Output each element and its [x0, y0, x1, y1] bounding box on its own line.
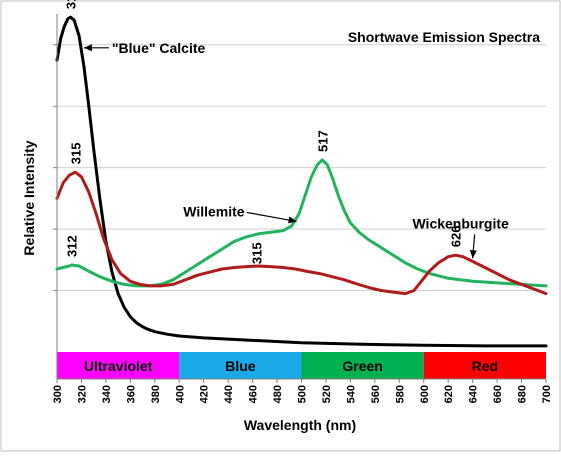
x-tick-label: 520 — [321, 385, 333, 403]
x-tick-label: 680 — [517, 385, 529, 403]
x-tick-label: 360 — [125, 385, 137, 403]
y-axis-label: Relative Intensity — [21, 140, 37, 255]
x-tick-label: 500 — [297, 385, 309, 403]
x-axis-label: Wavelength (nm) — [244, 417, 356, 433]
peak-label: 517 — [315, 130, 330, 152]
series-callout-label: "Blue" Calcite — [112, 40, 206, 56]
band-red — [423, 352, 546, 379]
band-ultraviolet — [57, 352, 180, 379]
x-tick-label: 320 — [76, 385, 88, 403]
x-tick-label: 600 — [419, 385, 431, 403]
x-tick-label: 540 — [345, 385, 357, 403]
series-line-1 — [55, 158, 548, 288]
band-blue — [179, 352, 302, 379]
peak-label: 315 — [68, 143, 83, 165]
series-callout-label: Willemite — [183, 203, 245, 219]
band-label: Ultraviolet — [84, 358, 153, 374]
band-label: Green — [342, 358, 382, 374]
x-tick-label: 460 — [248, 385, 260, 403]
annotation-arrow — [246, 211, 297, 222]
band-green — [301, 352, 424, 379]
series-line-2 — [55, 170, 548, 296]
x-tick-label: 480 — [272, 385, 284, 403]
peak-label: 311 — [63, 0, 78, 9]
x-tick-labels: 300 320 340 360 380 400 420 440 460 480 500 520 540 5… — [52, 379, 553, 403]
peak-label: 312 — [65, 235, 80, 257]
annotations: 311 315 312 517 315 626 "Blue" Calcite Willemit… — [63, 0, 509, 264]
x-tick-label: 340 — [101, 385, 113, 403]
grid-lines — [57, 44, 546, 292]
x-tick-label: 640 — [468, 385, 480, 403]
x-tick-label: 400 — [174, 385, 186, 403]
x-tick-label: 560 — [370, 385, 382, 403]
peak-label: 626 — [449, 226, 464, 248]
x-tick-label: 620 — [443, 385, 455, 403]
x-tick-label: 300 — [52, 385, 64, 403]
x-tick-label: 420 — [199, 385, 211, 403]
x-tick-label: 660 — [492, 385, 504, 403]
annotation-arrowhead — [288, 216, 297, 224]
x-tick-label: 440 — [223, 385, 235, 403]
x-tick-label: 380 — [150, 385, 162, 403]
band-label: Red — [472, 358, 498, 374]
band-label: Blue — [225, 358, 256, 374]
series-callout-label: Wickenburgite — [412, 215, 509, 231]
x-tick-label: 580 — [394, 385, 406, 403]
annotation-arrowhead — [83, 44, 92, 52]
wavelength-bands: Ultraviolet Blue Green Red — [57, 352, 546, 379]
chart-title: Shortwave Emission Spectra — [348, 29, 540, 45]
series-line-0 — [55, 15, 548, 348]
series-lines — [55, 15, 548, 348]
peak-label: 315 — [249, 242, 264, 264]
annotation-arrowhead — [469, 250, 477, 259]
x-tick-label: 700 — [541, 385, 553, 403]
